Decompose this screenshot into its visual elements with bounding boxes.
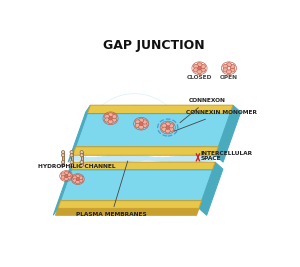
Ellipse shape <box>64 177 68 181</box>
Circle shape <box>80 160 83 164</box>
Circle shape <box>61 160 65 164</box>
Ellipse shape <box>61 176 65 179</box>
Ellipse shape <box>73 179 77 182</box>
Ellipse shape <box>223 64 228 69</box>
Circle shape <box>76 178 79 180</box>
Ellipse shape <box>142 123 147 128</box>
Ellipse shape <box>165 129 170 133</box>
Circle shape <box>70 160 73 164</box>
Text: OPEN: OPEN <box>220 75 238 80</box>
Ellipse shape <box>223 68 228 72</box>
Ellipse shape <box>139 118 144 122</box>
Polygon shape <box>71 162 215 170</box>
Ellipse shape <box>104 118 110 122</box>
Ellipse shape <box>76 174 80 178</box>
Ellipse shape <box>108 120 113 124</box>
Ellipse shape <box>142 120 147 124</box>
Polygon shape <box>68 105 90 162</box>
Ellipse shape <box>200 64 206 69</box>
Ellipse shape <box>194 68 199 72</box>
Circle shape <box>61 164 65 167</box>
Ellipse shape <box>64 171 68 175</box>
Ellipse shape <box>230 64 235 69</box>
Circle shape <box>80 151 83 154</box>
Ellipse shape <box>169 124 174 128</box>
Ellipse shape <box>230 68 235 72</box>
Polygon shape <box>61 170 212 201</box>
Polygon shape <box>56 208 199 215</box>
Ellipse shape <box>112 118 117 122</box>
Circle shape <box>61 154 65 157</box>
Ellipse shape <box>226 63 231 67</box>
Ellipse shape <box>73 176 77 179</box>
Circle shape <box>166 126 169 129</box>
Circle shape <box>80 154 83 157</box>
Ellipse shape <box>162 124 167 128</box>
Text: HYDROPHILIC CHANNEL: HYDROPHILIC CHANNEL <box>38 159 115 169</box>
Ellipse shape <box>162 127 167 131</box>
Polygon shape <box>58 201 202 208</box>
Bar <box>70 152 73 162</box>
Text: CONNEXON: CONNEXON <box>180 98 226 123</box>
Text: CONNEXIN MONOMER: CONNEXIN MONOMER <box>174 111 257 131</box>
Ellipse shape <box>197 63 202 67</box>
Bar <box>62 152 64 162</box>
Polygon shape <box>76 114 230 147</box>
Ellipse shape <box>135 123 140 128</box>
Circle shape <box>61 151 65 154</box>
Ellipse shape <box>61 173 65 176</box>
Ellipse shape <box>79 179 83 182</box>
Circle shape <box>140 122 143 125</box>
Text: GAP JUNCTION: GAP JUNCTION <box>103 39 205 52</box>
Bar <box>62 155 64 165</box>
Ellipse shape <box>200 68 206 72</box>
Ellipse shape <box>197 69 202 74</box>
Circle shape <box>198 66 201 70</box>
Ellipse shape <box>165 122 170 126</box>
Circle shape <box>70 151 73 154</box>
Circle shape <box>70 154 73 157</box>
Ellipse shape <box>169 127 174 131</box>
Circle shape <box>109 116 112 120</box>
Polygon shape <box>199 162 223 215</box>
Ellipse shape <box>226 69 231 74</box>
Circle shape <box>80 164 83 167</box>
Text: PLASMA MEMBRANES: PLASMA MEMBRANES <box>76 161 147 217</box>
Polygon shape <box>53 162 74 215</box>
Text: INTERCELLULAR
SPACE: INTERCELLULAR SPACE <box>200 151 252 162</box>
Polygon shape <box>215 105 241 162</box>
Ellipse shape <box>112 115 117 119</box>
Polygon shape <box>71 153 215 164</box>
Ellipse shape <box>108 113 113 117</box>
Bar <box>81 155 83 165</box>
Ellipse shape <box>67 176 71 179</box>
Ellipse shape <box>76 180 80 184</box>
Circle shape <box>70 164 73 167</box>
Ellipse shape <box>139 125 144 129</box>
Ellipse shape <box>135 120 140 124</box>
Text: CLOSED: CLOSED <box>187 75 212 80</box>
Ellipse shape <box>79 176 83 179</box>
Ellipse shape <box>194 64 199 69</box>
Ellipse shape <box>67 173 71 176</box>
Bar <box>70 155 73 165</box>
Ellipse shape <box>104 115 110 119</box>
Polygon shape <box>87 105 233 114</box>
Circle shape <box>65 175 68 178</box>
Circle shape <box>227 66 231 70</box>
Polygon shape <box>73 147 218 155</box>
Bar <box>81 152 83 162</box>
